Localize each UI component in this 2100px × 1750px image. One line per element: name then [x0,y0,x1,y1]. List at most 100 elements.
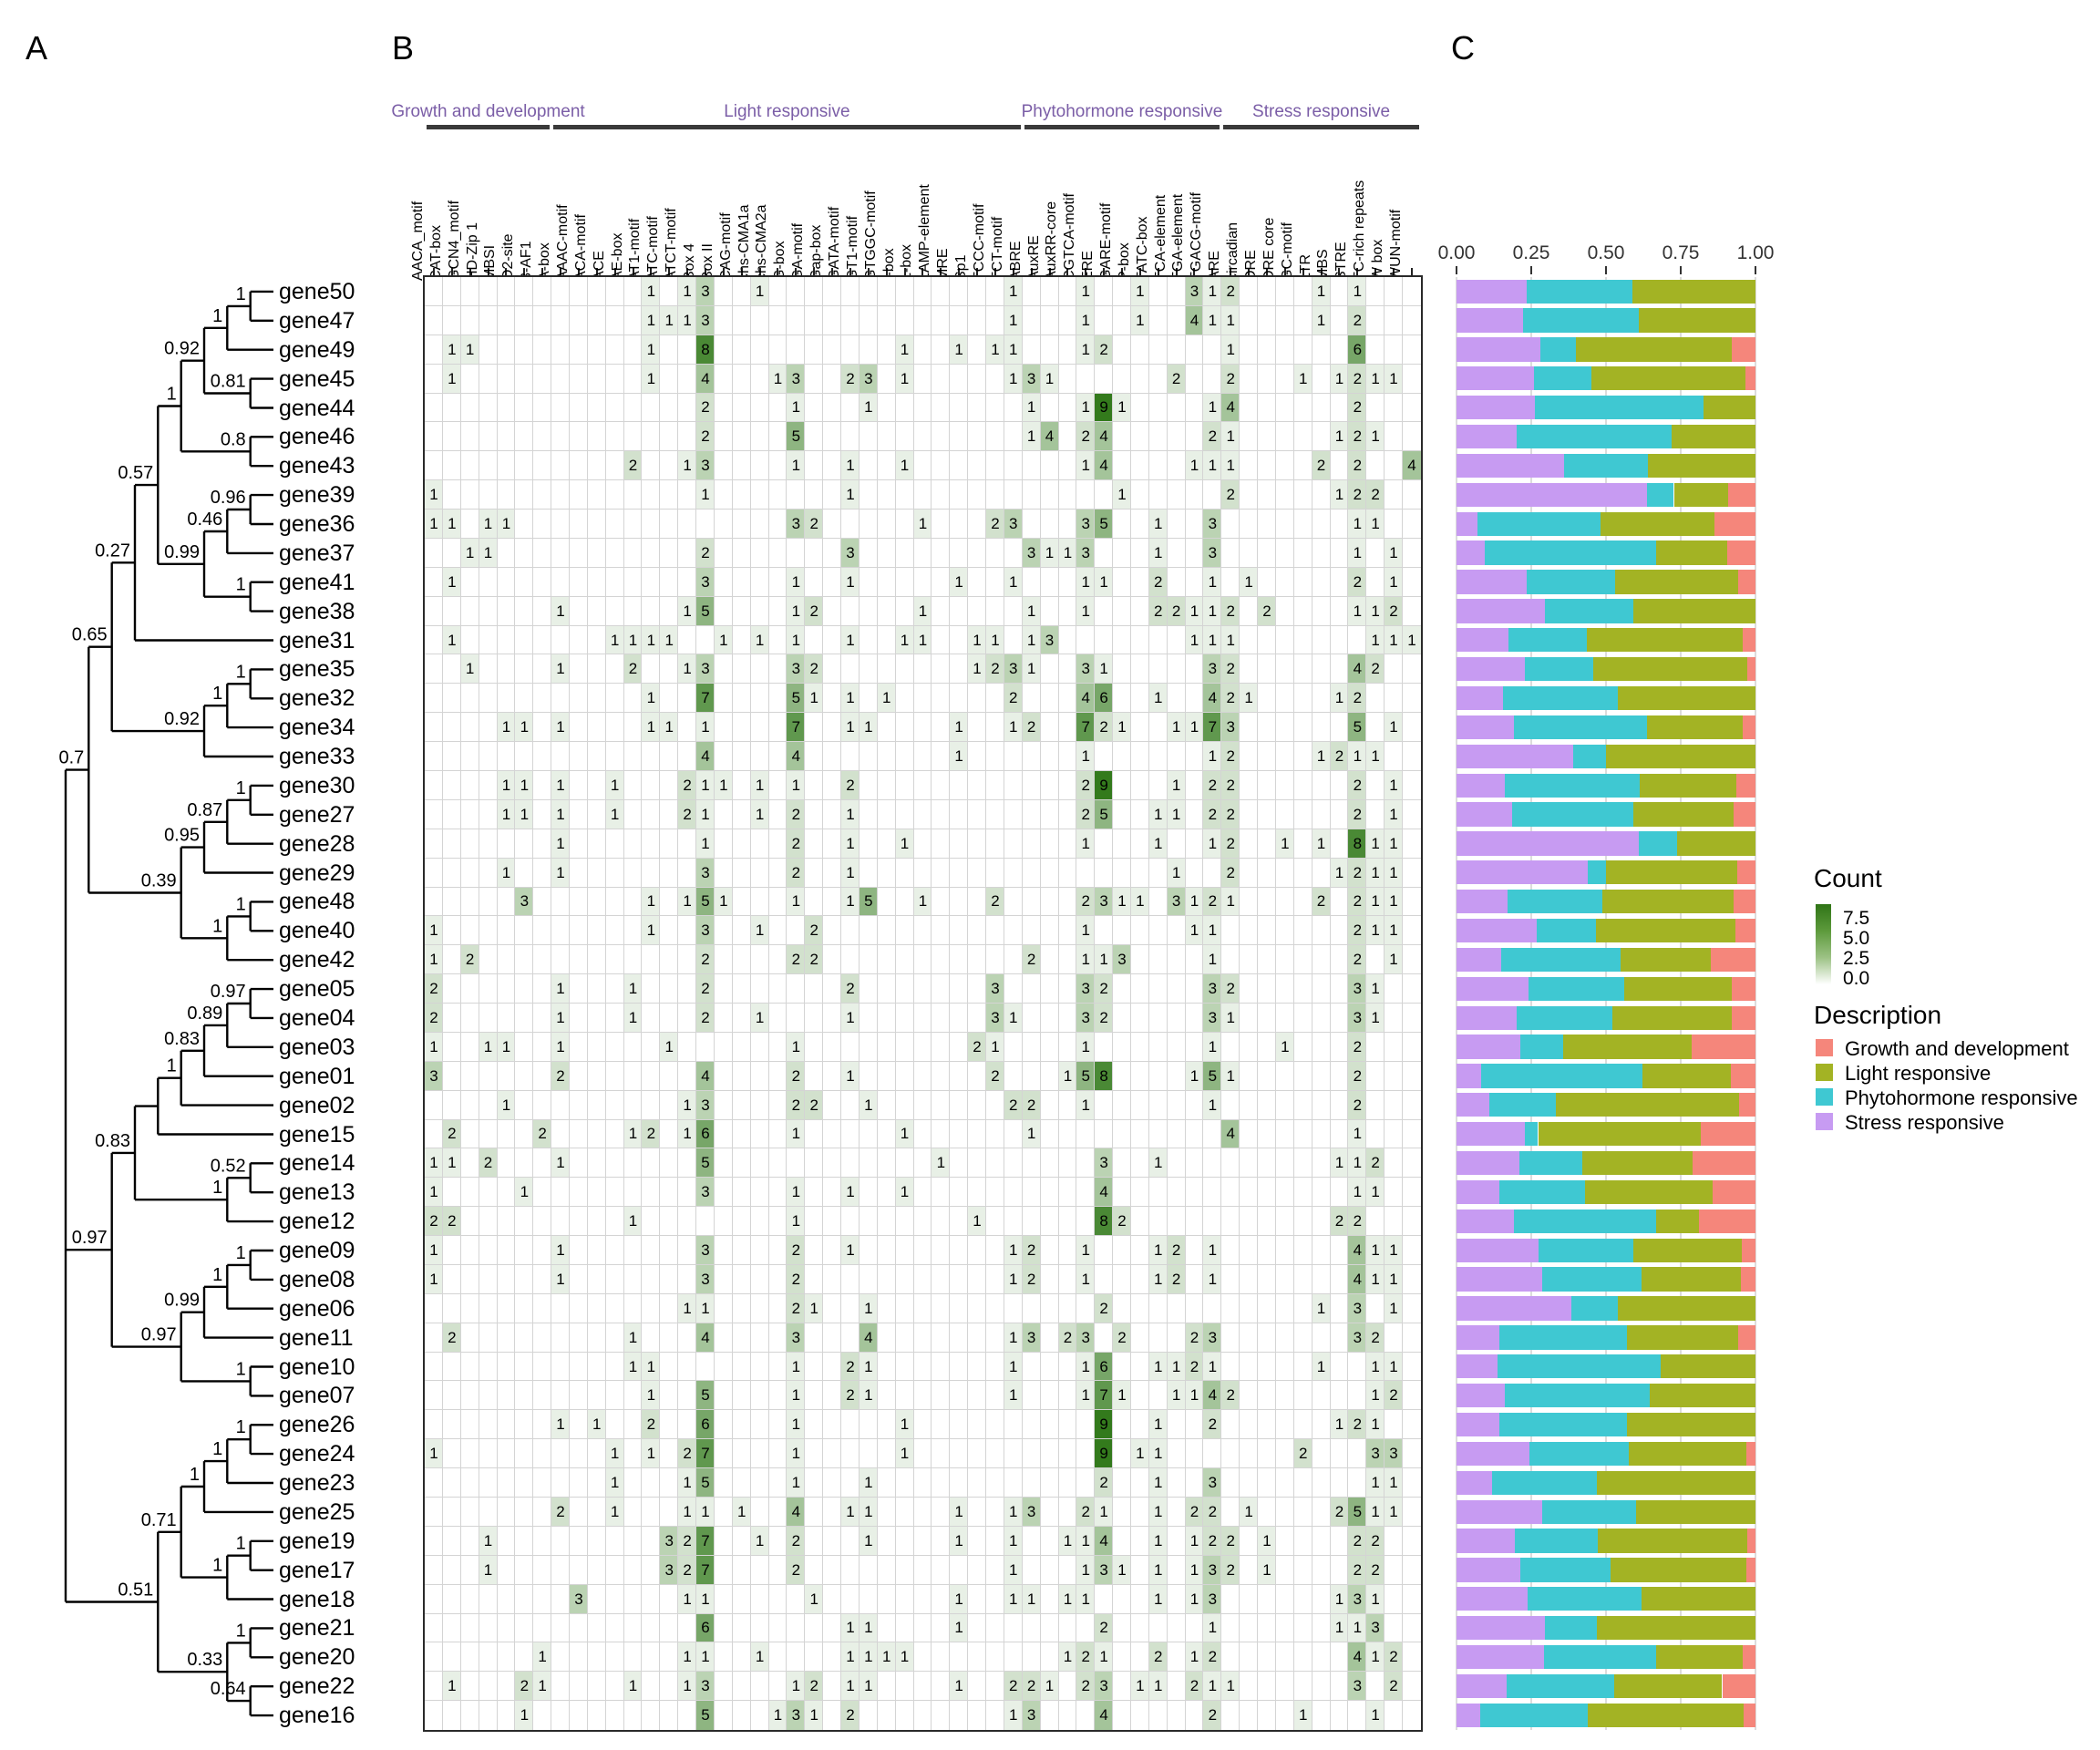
heatmap-cell: 2 [1365,1322,1386,1354]
panel-c-axis-tick [1680,266,1682,274]
heatmap-cell: 1 [858,1089,879,1121]
heatmap-cell: 1 [514,770,535,801]
heatmap-cell [1402,1003,1422,1034]
heatmap-cell: 3 [1076,654,1096,685]
heatmap-cell: 1 [641,712,662,744]
heatmap-cell [767,1409,788,1441]
heatmap-cell [677,857,698,889]
heatmap-cell [912,1060,933,1092]
heatmap-cell [894,1612,915,1644]
heatmap-cell: 1 [1384,1351,1404,1383]
heatmap-cell [1365,1671,1386,1703]
heatmap-cell: 1 [677,595,698,627]
heatmap-cell [822,886,842,918]
heatmap-cell [1057,1031,1078,1063]
heatmap-cell [1039,1467,1060,1498]
heatmap-cell [1039,1554,1060,1586]
column-tick [1193,268,1196,275]
heatmap-cell [659,915,680,947]
phytohormone-segment [1480,1064,1642,1088]
heatmap-cell: 1 [1021,1118,1042,1150]
heatmap-cell [569,1263,589,1295]
heatmap-cell [1292,1497,1313,1528]
heatmap-cell [459,304,480,336]
phytohormone-segment [1543,1644,1656,1670]
heatmap-cell [695,1206,715,1238]
heatmap-cell [1239,973,1260,1004]
phytohormone-segment [1544,1616,1598,1641]
light-segment [1592,656,1747,682]
heatmap-cell [1039,1438,1060,1470]
light-segment [1614,570,1738,594]
heatmap-cell [641,1671,662,1703]
heatmap-cell [1329,828,1350,860]
heatmap-cell: 1 [441,624,462,656]
heatmap-cell [1329,798,1350,830]
heatmap-cell [641,1642,662,1673]
heatmap-cell: 3 [659,1554,680,1586]
heatmap-cell [949,276,970,307]
heatmap-cell [786,479,807,511]
heatmap-cell: 3 [1076,1003,1096,1034]
heatmap-cell [496,1467,517,1498]
motif-label: LAMP-element [917,184,933,281]
heatmap-cell: 2 [1347,1525,1368,1557]
heatmap-cell [1384,1612,1404,1644]
heatmap-cell [1402,1206,1422,1238]
heatmap-cell [1184,973,1205,1004]
heatmap-cell [767,509,788,540]
heatmap-cell [532,334,553,365]
heatmap-cell [749,944,770,976]
heatmap-cell [586,1177,607,1209]
motif-label: TGA-element [1170,193,1187,281]
heatmap-cell [441,1497,462,1528]
heatmap-cell [1184,509,1205,540]
heatmap-cell [1257,566,1277,598]
column-tick [1012,268,1014,275]
heatmap-cell: 1 [840,450,860,482]
heatmap-cell [1239,595,1260,627]
column-tick [813,268,816,275]
motif-label: CAT-box [427,224,444,281]
heatmap-cell [478,1292,499,1324]
heatmap-cell [496,1497,517,1528]
heatmap-cell [912,741,933,772]
heatmap-cell [532,1583,553,1615]
heatmap-cell [894,1206,915,1238]
heatmap-cell: 3 [514,886,535,918]
heatmap-cell [459,915,480,947]
heatmap-cell: 1 [623,1671,643,1703]
heatmap-cell [876,479,897,511]
heatmap-cell: 9 [1094,1409,1115,1441]
heatmap-cell [967,1263,987,1295]
heatmap-cell [858,566,879,598]
heatmap-cell [1239,1031,1260,1063]
light-segment [1596,918,1736,943]
heatmap-cell [822,1118,842,1150]
heatmap-cell [1129,450,1150,482]
heatmap-cell: 1 [1184,450,1205,482]
heatmap-cell: 4 [1094,1700,1115,1731]
phylogenetic-tree: 110.810.920.810.960.4610.990.570.27110.9… [58,284,273,1717]
heatmap-cell [1094,624,1115,656]
heatmap-cell [1274,683,1295,715]
motif-label: ATC-motif [645,216,662,281]
heatmap-cell [786,973,807,1004]
column-tick [487,268,489,275]
heatmap-cell [1329,1554,1350,1586]
gene-label: gene03 [279,1034,355,1060]
heatmap-cell [1274,276,1295,307]
heatmap-cell [713,741,734,772]
phytohormone-segment [1538,1238,1633,1262]
heatmap-cell [931,1206,952,1238]
heatmap-cell [912,1292,933,1324]
heatmap-cell [1039,392,1060,424]
heatmap-cell [1112,304,1132,336]
motif-label: GA-motif [790,222,807,281]
phytohormone-segment [1514,1529,1598,1553]
heatmap-cell: 1 [1202,392,1223,424]
stress-segment [1457,599,1546,623]
heatmap-cell [1292,1235,1313,1266]
heatmap-cell: 1 [1057,537,1078,569]
stress-segment [1457,976,1529,1001]
